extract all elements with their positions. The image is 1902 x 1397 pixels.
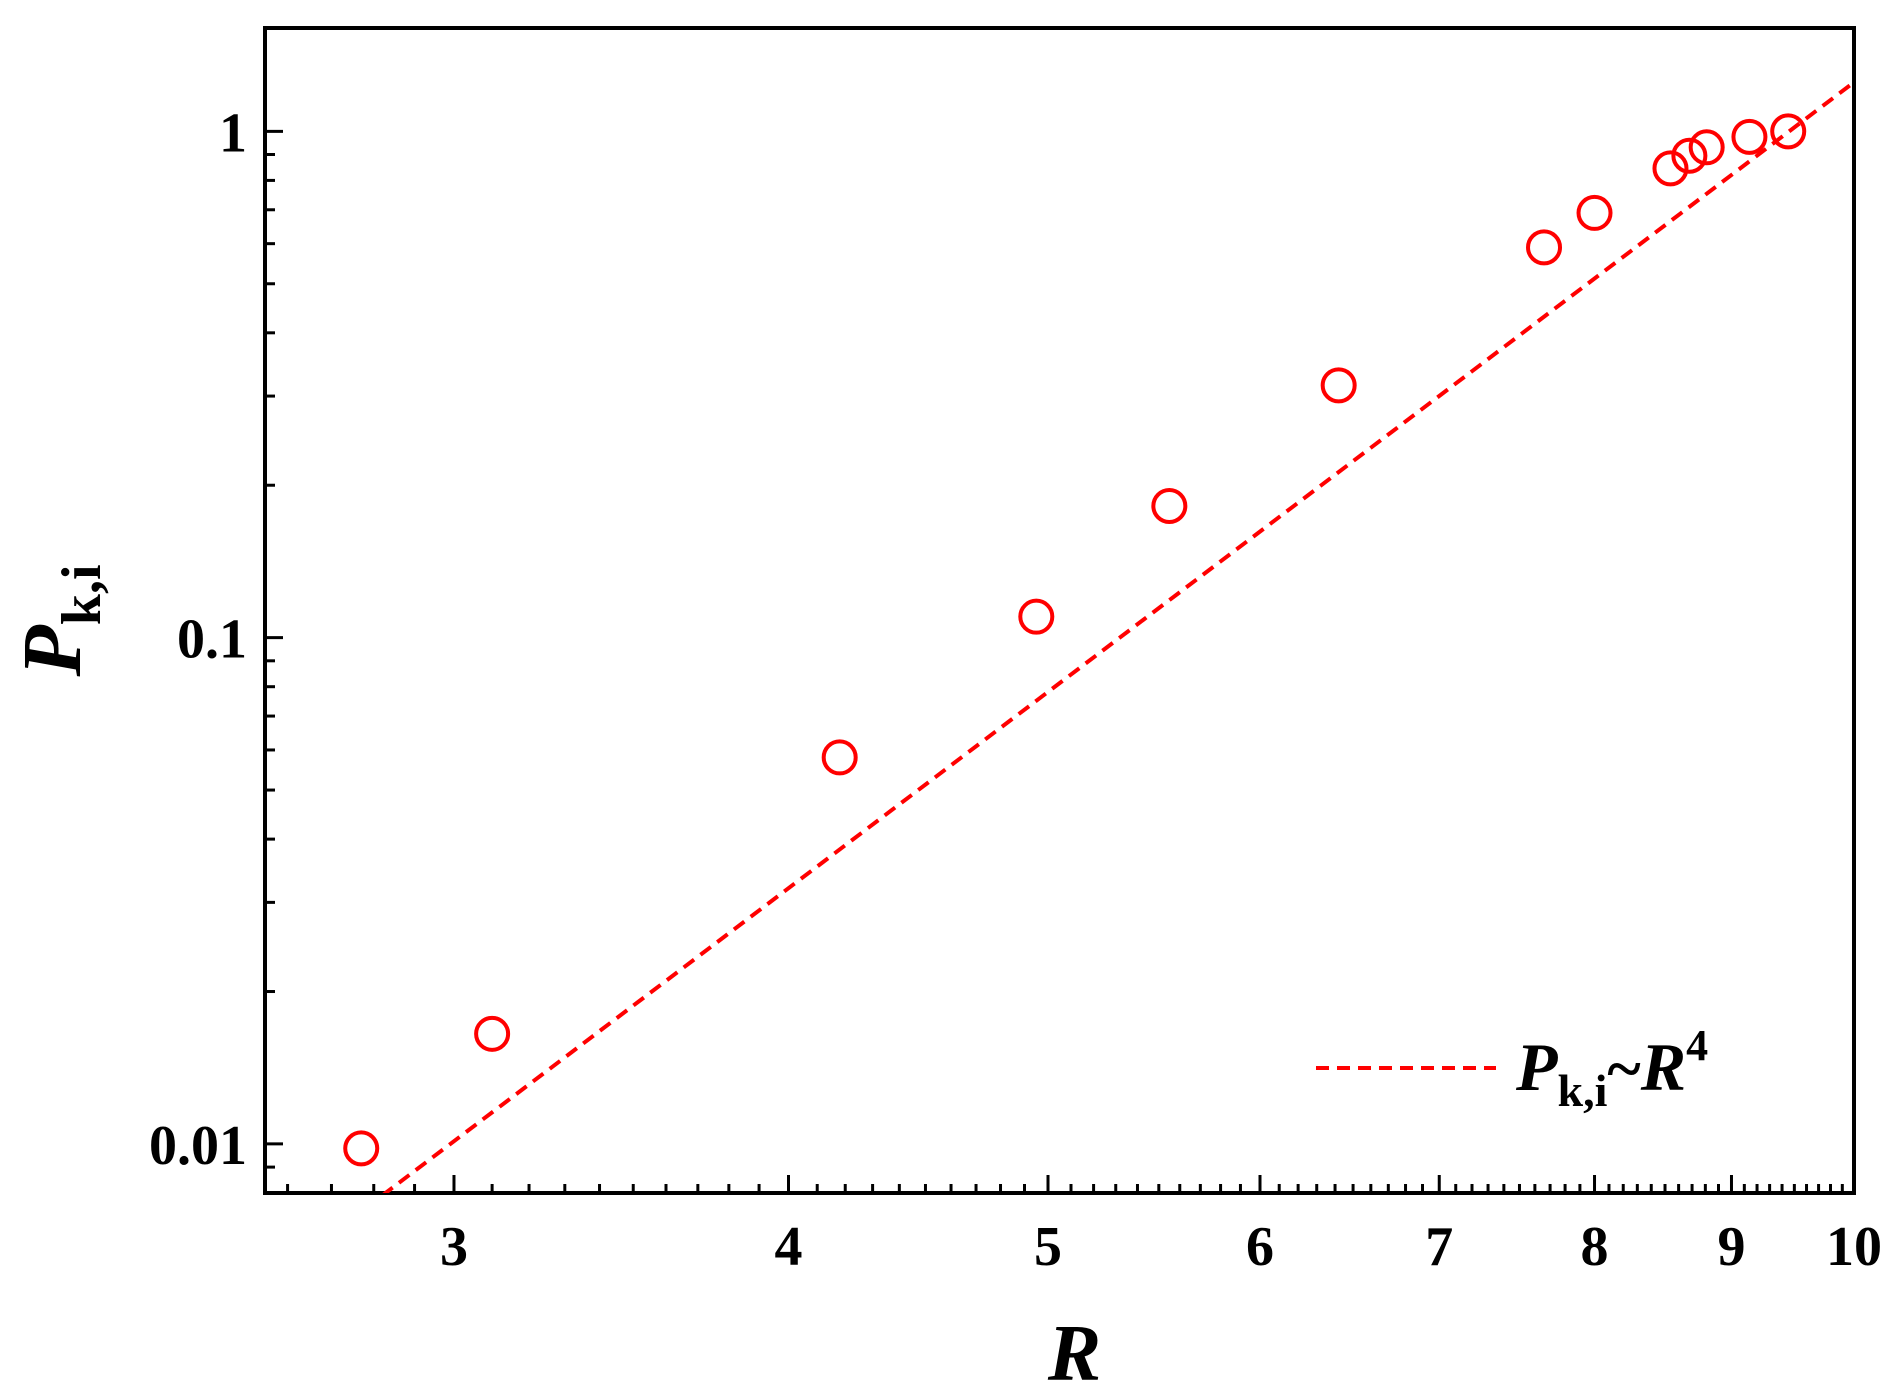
legend-variable: R [1640, 1029, 1686, 1105]
data-point [1320, 367, 1357, 404]
y-axis-title: Pk,i [6, 564, 113, 677]
data-point [1688, 129, 1725, 166]
data-point [343, 1130, 380, 1167]
data-point [1526, 229, 1563, 266]
legend-relation: ~ [1607, 1033, 1640, 1104]
data-point [1731, 118, 1768, 155]
y-axis-title-symbol: P [6, 625, 99, 678]
x-tick-label: 4 [775, 1216, 803, 1278]
data-point [1576, 194, 1613, 231]
data-point [474, 1015, 511, 1052]
legend-subscript: k,i [1558, 1065, 1608, 1116]
y-axis-title-subscript: k,i [51, 564, 113, 625]
legend-exponent: 4 [1686, 1021, 1708, 1070]
x-tick-label: 6 [1246, 1216, 1274, 1278]
x-tick-label: 8 [1581, 1216, 1609, 1278]
data-point [1652, 150, 1689, 187]
x-tick-label: 3 [440, 1216, 468, 1278]
x-tick-label: 7 [1425, 1216, 1453, 1278]
x-tick-label: 10 [1826, 1216, 1882, 1278]
x-tick-label: 5 [1034, 1216, 1062, 1278]
data-point [821, 739, 858, 776]
plot-frame [263, 26, 1856, 1195]
x-tick-label: 9 [1717, 1216, 1745, 1278]
x-axis-title: R [1047, 1310, 1101, 1392]
y-tick-label: 1 [219, 102, 247, 164]
data-point [1770, 113, 1807, 150]
data-point [1151, 487, 1188, 524]
data-point [1018, 598, 1055, 635]
legend-label: Pk,i~R4 [1515, 1021, 1708, 1116]
power-law-fit-line [382, 80, 1854, 1193]
legend-symbol: P [1515, 1029, 1558, 1105]
data-point [1671, 137, 1708, 174]
y-tick-label: 0.1 [177, 609, 247, 671]
y-tick-label: 0.01 [149, 1115, 247, 1177]
